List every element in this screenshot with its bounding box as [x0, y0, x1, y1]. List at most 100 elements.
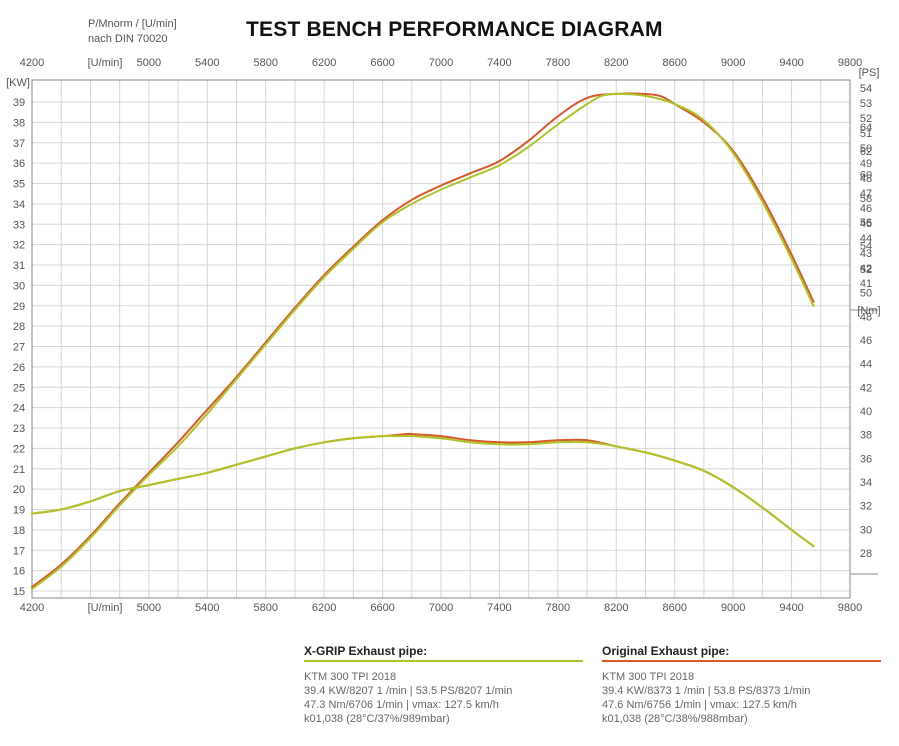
kw-tick-label: 19: [13, 505, 25, 517]
xgrip-torque-point: [206, 471, 209, 474]
xgrip-torque-point: [396, 435, 400, 438]
xgrip-power-line: [31, 92, 815, 590]
xgrip-torque-point: [469, 441, 472, 444]
xgrip-torque-point: [381, 435, 384, 438]
xgrip-torque-point: [615, 445, 618, 448]
chart-series: [30, 92, 815, 590]
x-tick-label-bottom: 4200: [20, 602, 44, 614]
x-tick-label-top: 7400: [487, 57, 511, 69]
xgrip-torque-point: [176, 477, 180, 481]
kw-tick-label: 17: [13, 545, 25, 557]
plot-border: [31, 79, 851, 599]
x-tick-label-bottom: 6200: [312, 602, 336, 614]
original-torque-point: [439, 435, 443, 438]
nm-tick-label: 58: [860, 193, 872, 205]
nm-tick-label: 32: [860, 501, 872, 513]
nm-tick-label: 30: [860, 524, 872, 536]
kw-tick-label: 23: [13, 423, 25, 435]
kw-tick-label: 24: [13, 403, 25, 415]
legend-xgrip-line-4: k01,038 (28°C/37%/989mbar): [304, 713, 450, 725]
kw-tick-label: 27: [13, 342, 25, 354]
chart-grid: [31, 80, 851, 598]
ps-tick-label: 46: [860, 203, 872, 215]
ps-tick-label: 51: [860, 128, 872, 140]
ps-tick-label: 47: [860, 188, 872, 200]
kw-tick-label: 38: [13, 117, 25, 129]
xgrip-torque-point: [585, 441, 589, 444]
original-torque-point: [556, 439, 559, 442]
nm-tick-label: 64: [860, 122, 872, 134]
x-tick-label-top: 8600: [662, 57, 686, 69]
x-tick-label-top: 4200: [20, 57, 44, 69]
xgrip-torque-point: [556, 441, 559, 444]
xgrip-torque-point: [118, 490, 121, 493]
legend-original-heading: Original Exhaust pipe:: [602, 644, 730, 658]
x-unit-label-top: [U/min]: [88, 57, 123, 69]
ps-tick-label: 48: [860, 173, 872, 185]
original-torque-point: [410, 433, 413, 436]
original-torque-point: [404, 433, 407, 436]
legend-xgrip-line-1: KTM 300 TPI 2018: [304, 671, 397, 683]
ps-tick-label: 43: [860, 248, 872, 260]
x-tick-label-bottom: 8600: [662, 602, 686, 614]
ps-tick-label: 49: [860, 158, 872, 170]
chart-title: TEST BENCH PERFORMANCE DIAGRAM: [246, 18, 663, 41]
original-torque-point: [585, 439, 589, 442]
nm-tick-label: 38: [860, 430, 872, 442]
nm-tick-label: 56: [860, 217, 872, 229]
xgrip-torque-point: [352, 437, 355, 440]
kw-tick-label: 18: [13, 525, 25, 537]
x-tick-label-top: 9400: [779, 57, 803, 69]
kw-tick-label: 26: [13, 362, 25, 374]
legend-xgrip-line-2: 39.4 KW/8207 1 /min | 53.5 PS/8207 1/min: [304, 685, 513, 697]
x-tick-label-top: 9000: [721, 57, 745, 69]
xgrip-torque-point: [790, 528, 793, 531]
legend-original-line-2: 39.4 KW/8373 1 /min | 53.8 PS/8373 1/min: [602, 685, 811, 697]
nm-tick-label: 48: [860, 311, 872, 323]
legend-original-line-4: k01,038 (28°C/38%/988mbar): [602, 713, 748, 725]
x-tick-label-top: 5000: [137, 57, 161, 69]
kw-tick-label: 36: [13, 158, 25, 170]
nm-tick-label: 46: [860, 335, 872, 347]
xgrip-torque-point: [527, 443, 530, 446]
nm-tick-label: 60: [860, 169, 872, 181]
x-tick-label-top: 7800: [546, 57, 570, 69]
ps-tick-label: 52: [860, 113, 872, 125]
x-tick-label-bottom: 7000: [429, 602, 453, 614]
nm-tick-label: 40: [860, 406, 872, 418]
xgrip-torque-point: [498, 443, 501, 446]
legend-xgrip-swatch: [304, 660, 583, 662]
xgrip-torque-point: [673, 459, 676, 462]
xgrip-torque-point: [60, 508, 63, 511]
nm-tick-label: 52: [860, 264, 872, 276]
original-power-line: [31, 92, 815, 588]
x-tick-label-bottom: 5400: [195, 602, 219, 614]
kw-tick-label: 20: [13, 484, 25, 496]
chart-tick-labels: 4200 4200 5000 5000 5400 5400 5800 5800 6200 6200…: [6, 57, 881, 614]
ps-tick-label: 50: [860, 143, 872, 155]
nm-unit-label: [Nm]: [857, 305, 880, 317]
x-tick-label-top: 5400: [195, 57, 219, 69]
ps-tick-label: 53: [860, 98, 872, 110]
xgrip-torque-point: [323, 441, 326, 444]
nm-tick-label: 34: [860, 477, 872, 489]
x-tick-label-top: 6600: [370, 57, 394, 69]
nm-tick-label: 54: [860, 240, 872, 252]
kw-tick-label: 35: [13, 179, 25, 191]
nm-tick-label: 36: [860, 453, 872, 465]
x-unit-label-bottom: [U/min]: [88, 602, 123, 614]
nm-tick-label: 50: [860, 288, 872, 300]
kw-tick-label: 30: [13, 280, 25, 292]
xgrip-torque-point: [147, 483, 150, 487]
x-tick-label-bottom: 7400: [487, 602, 511, 614]
chart-meta-line2: nach DIN 70020: [88, 33, 168, 45]
kw-tick-label: 32: [13, 240, 25, 252]
x-tick-label-bottom: 9400: [779, 602, 803, 614]
legend-original-line-1: KTM 300 TPI 2018: [602, 671, 695, 683]
kw-tick-label: 25: [13, 382, 25, 394]
xgrip-torque-point: [439, 437, 443, 440]
kw-tick-label: 16: [13, 566, 25, 578]
ps-unit-label: [PS]: [859, 67, 880, 79]
kw-tick-label: 28: [13, 321, 25, 333]
